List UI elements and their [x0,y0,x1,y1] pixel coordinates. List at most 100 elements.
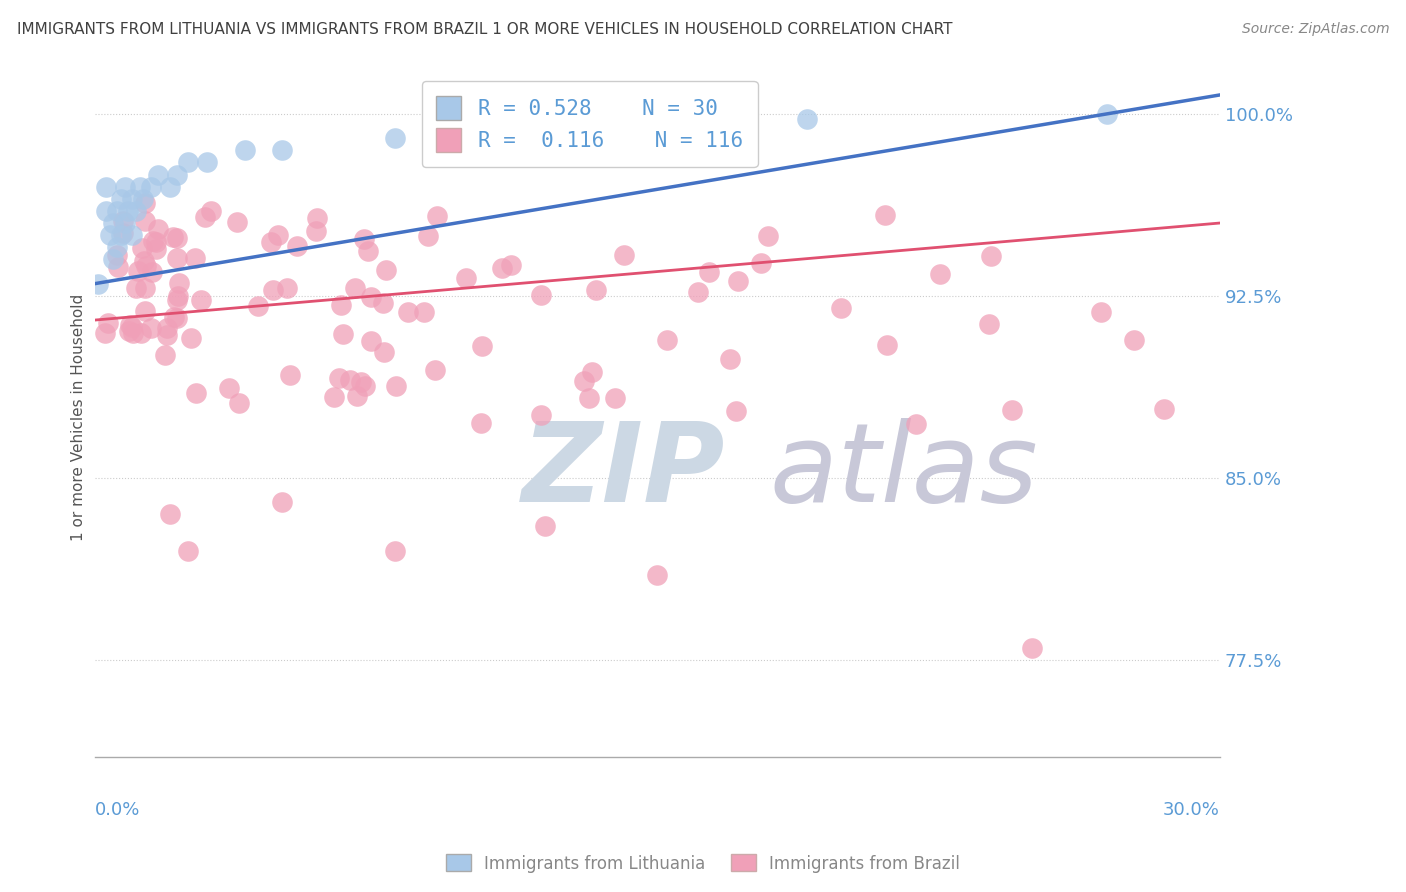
Point [271,143,294,157]
Point [135,259,157,273]
Point [194,210,217,224]
Point [177,543,200,558]
Point [141,265,163,279]
Point [163,310,186,325]
Point [271,495,294,509]
Point [332,326,354,341]
Point [166,251,188,265]
Point [121,228,143,243]
Point [260,235,283,250]
Point [166,168,188,182]
Point [129,326,152,340]
Point [470,416,492,430]
Point [267,228,290,243]
Text: 30.0%: 30.0% [1163,800,1220,819]
Point [645,567,668,582]
Point [200,204,222,219]
Point [117,203,139,218]
Point [105,240,128,254]
Point [1001,403,1024,417]
Point [305,224,328,238]
Point [134,214,156,228]
Point [530,288,553,302]
Point [1021,640,1043,655]
Point [725,404,748,418]
Point [796,112,818,126]
Point [226,215,249,229]
Point [373,345,395,359]
Point [128,179,150,194]
Point [121,192,143,206]
Point [491,260,513,275]
Y-axis label: 1 or more Vehicles in Household: 1 or more Vehicles in Household [72,293,86,541]
Point [247,299,270,313]
Point [530,408,553,422]
Point [131,241,153,255]
Point [195,155,218,169]
Point [360,290,382,304]
Point [97,316,120,330]
Point [159,179,181,194]
Point [375,263,398,277]
Point [533,519,555,533]
Point [603,392,626,406]
Point [94,203,117,218]
Point [657,333,679,347]
Text: Source: ZipAtlas.com: Source: ZipAtlas.com [1241,22,1389,37]
Point [228,396,250,410]
Point [127,264,149,278]
Point [285,239,308,253]
Point [727,274,749,288]
Point [830,301,852,316]
Point [904,417,927,431]
Point [929,267,952,281]
Point [585,283,607,297]
Point [357,244,380,258]
Point [571,119,593,133]
Point [139,321,162,335]
Point [145,235,167,250]
Point [322,390,344,404]
Point [142,235,165,249]
Point [177,155,200,169]
Point [190,293,212,308]
Point [132,192,155,206]
Point [346,389,368,403]
Point [134,196,156,211]
Point [1153,402,1175,417]
Point [353,232,375,246]
Point [180,331,202,345]
Point [166,289,188,303]
Point [114,216,136,230]
Point [262,283,284,297]
Point [114,179,136,194]
Point [110,228,132,243]
Point [413,305,436,319]
Point [578,391,600,405]
Point [139,179,162,194]
Text: IMMIGRANTS FROM LITHUANIA VS IMMIGRANTS FROM BRAZIL 1 OR MORE VEHICLES IN HOUSEH: IMMIGRANTS FROM LITHUANIA VS IMMIGRANTS … [17,22,952,37]
Point [94,326,117,341]
Point [124,281,146,295]
Point [581,365,603,379]
Point [875,208,897,222]
Point [280,368,302,383]
Point [166,231,188,245]
Text: atlas: atlas [769,418,1038,525]
Point [122,326,145,341]
Point [328,371,350,385]
Point [107,247,129,261]
Point [118,324,141,338]
Point [153,348,176,362]
Point [756,229,779,244]
Point [343,281,366,295]
Point [1090,305,1112,319]
Point [134,254,156,268]
Point [184,251,207,265]
Point [305,211,328,225]
Point [94,179,117,194]
Point [501,258,523,272]
Point [751,256,773,270]
Point [87,277,110,291]
Legend: R = 0.528    N = 30, R =  0.116    N = 116: R = 0.528 N = 30, R = 0.116 N = 116 [422,81,758,167]
